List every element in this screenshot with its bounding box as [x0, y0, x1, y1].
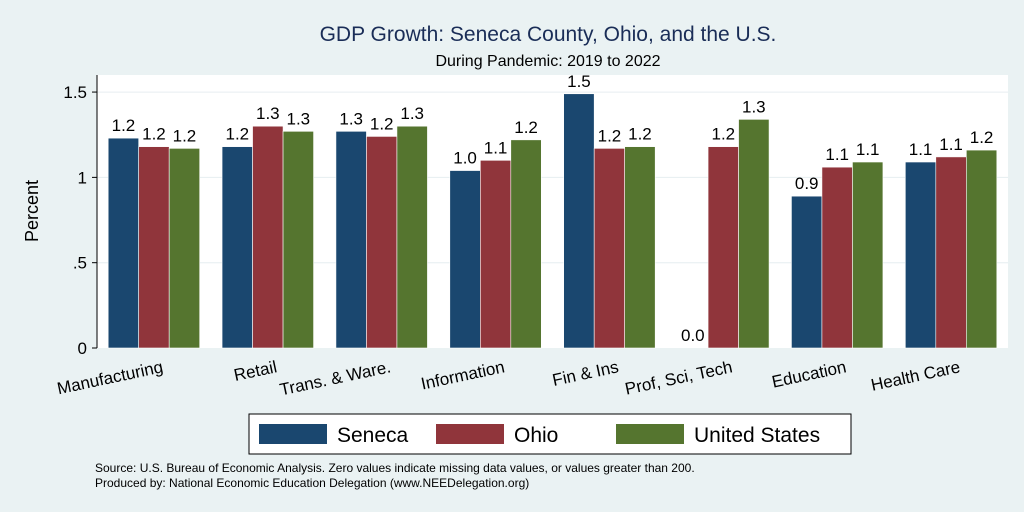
y-tick-label: .5	[73, 254, 87, 273]
legend-label: Seneca	[337, 424, 409, 447]
bar	[138, 146, 170, 349]
bar	[738, 119, 770, 349]
bar-value-label: 1.3	[256, 104, 280, 123]
legend-swatch	[616, 424, 684, 444]
bar	[396, 125, 428, 349]
bar	[791, 195, 823, 349]
bar	[449, 170, 481, 349]
legend-label: Ohio	[514, 424, 558, 447]
legend-swatch	[436, 424, 504, 444]
bar	[707, 146, 739, 349]
bars	[107, 93, 998, 349]
bar	[935, 156, 967, 349]
bar-value-label: 0.0	[681, 326, 705, 345]
bar-value-label: 1.2	[142, 125, 166, 144]
y-axis-ticks: 0 .5 1 1.5	[63, 83, 97, 358]
bar	[966, 149, 998, 349]
bar-value-label: 1.3	[286, 109, 310, 128]
bar-value-label: 1.2	[598, 126, 622, 145]
bar-value-label: 1.2	[173, 126, 197, 145]
y-tick-label: 1	[78, 168, 87, 187]
bar	[480, 160, 512, 349]
bar-value-label: 1.5	[567, 72, 591, 91]
y-tick-label: 0	[78, 339, 87, 358]
bar-value-label: 1.2	[112, 116, 136, 135]
y-tick-label: 1.5	[63, 83, 87, 102]
bar-value-label: 1.2	[225, 125, 249, 144]
bar-value-label: 1.0	[453, 149, 477, 168]
bar-value-label: 1.2	[628, 125, 652, 144]
bar-value-label: 1.1	[825, 145, 849, 164]
bar-value-label: 1.1	[856, 140, 880, 159]
bar	[510, 139, 542, 349]
bar	[624, 146, 656, 349]
bar-value-label: 1.1	[939, 135, 963, 154]
bar	[852, 161, 884, 349]
bar	[168, 148, 200, 349]
legend-label: United States	[694, 424, 820, 447]
bar	[366, 136, 398, 349]
bar-value-label: 1.2	[370, 114, 394, 133]
legend: Seneca Ohio United States	[248, 413, 852, 455]
bar	[821, 166, 853, 349]
bar-value-label: 1.3	[742, 97, 766, 116]
produced-note: Produced by: National Economic Education…	[95, 476, 529, 490]
legend-swatch	[259, 424, 327, 444]
bar	[593, 148, 625, 349]
bar-value-label: 0.9	[795, 174, 819, 193]
chart-subtitle: During Pandemic: 2019 to 2022	[435, 53, 660, 70]
bar	[905, 161, 937, 349]
bar	[252, 125, 284, 349]
y-axis-label: Percent	[22, 180, 42, 242]
bar-value-label: 1.2	[711, 125, 735, 144]
bar-value-label: 1.2	[514, 118, 538, 137]
legend-box	[248, 413, 852, 455]
bar-value-label: 1.3	[339, 109, 363, 128]
bar-value-label: 1.3	[400, 104, 424, 123]
bar-value-label: 1.1	[909, 140, 933, 159]
bar-value-labels: 1.2 1.2 1.2 1.2 1.3 1.3 1.3 1.2 1.3 1.0 1.1 1.2 1.5 1…	[112, 72, 994, 345]
bar	[335, 131, 367, 349]
bar-value-label: 1.1	[484, 138, 508, 157]
bar	[282, 131, 314, 349]
bar-value-label: 1.2	[970, 128, 994, 147]
chart-title: GDP Growth: Seneca County, Ohio, and the…	[320, 23, 777, 46]
bar	[221, 146, 253, 349]
bar	[563, 93, 595, 349]
bar	[107, 137, 139, 349]
source-note: Source: U.S. Bureau of Economic Analysis…	[95, 461, 695, 475]
